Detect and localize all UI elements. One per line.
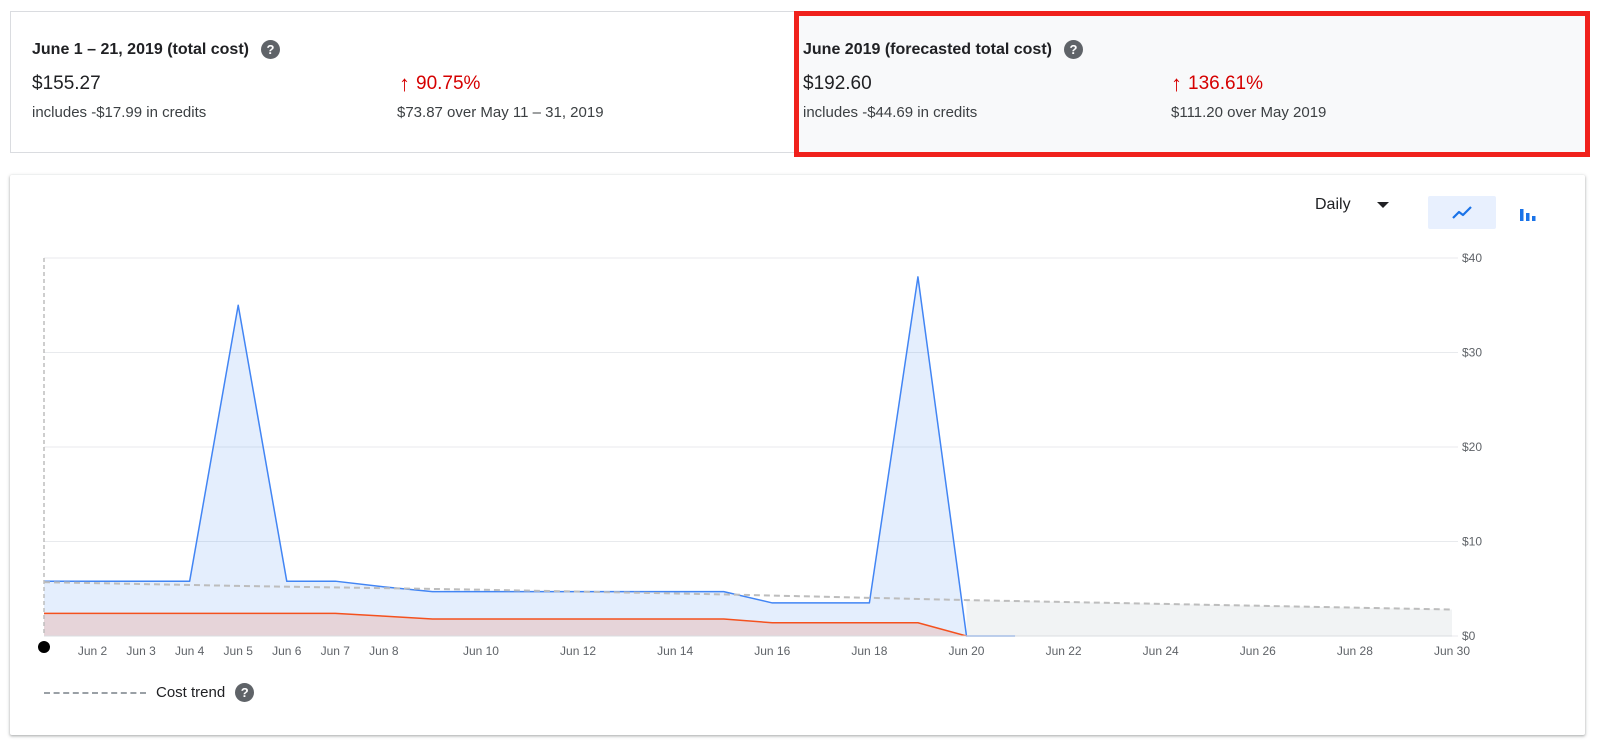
x-tick-label: Jun 8 — [369, 644, 399, 658]
chevron-down-icon — [1376, 202, 1389, 208]
actual-cost-title-text: June 1 – 21, 2019 (total cost) — [32, 40, 249, 58]
x-tick-label: Jun 3 — [126, 644, 156, 658]
forecast-cost-change-pct: 136.61% — [1188, 73, 1264, 94]
x-tick-label: Jun 24 — [1143, 644, 1179, 658]
actual-cost-change-detail: $73.87 over May 11 – 31, 2019 — [397, 104, 604, 121]
forecast-cost-credits: includes -$44.69 in credits — [803, 104, 978, 121]
forecast-cost-title-text: June 2019 (forecasted total cost) — [803, 40, 1052, 58]
x-tick-label: Jun 10 — [463, 644, 499, 658]
series-area — [44, 276, 1016, 636]
x-tick-label: Jun 5 — [224, 644, 254, 658]
y-tick-label: $40 — [1462, 251, 1482, 265]
x-tick-label: Jun 22 — [1046, 644, 1082, 658]
forecast-cost-amount: $192.60 — [803, 73, 872, 94]
line-chart-icon — [1452, 205, 1472, 219]
help-icon[interactable]: ? — [1063, 40, 1083, 59]
actual-cost-change: ↑ 90.75% — [399, 73, 480, 95]
series-area — [44, 613, 967, 636]
actual-cost-title: June 1 – 21, 2019 (total cost) ? — [32, 40, 280, 59]
cost-trend-label: Cost trend — [156, 684, 226, 701]
start-marker-dot — [38, 641, 50, 653]
arrow-up-icon: ↑ — [1171, 71, 1182, 96]
x-tick-label: Jun 20 — [948, 644, 984, 658]
y-tick-label: $30 — [1462, 346, 1482, 360]
line-chart-toggle[interactable] — [1428, 196, 1496, 229]
help-icon[interactable]: ? — [235, 683, 255, 702]
series-line — [44, 612, 967, 637]
forecast-cost-change-detail: $111.20 over May 2019 — [1171, 104, 1327, 121]
x-tick-label: Jun 6 — [272, 644, 302, 658]
cost-trend-swatch — [44, 691, 146, 694]
y-tick-label: $20 — [1462, 440, 1482, 454]
actual-cost-amount: $155.27 — [32, 73, 101, 94]
x-tick-label: Jun 18 — [851, 644, 887, 658]
cost-chart-card — [10, 175, 1585, 735]
granularity-value: Daily — [1315, 196, 1351, 213]
forecast-cost-change: ↑ 136.61% — [1171, 73, 1263, 95]
x-tick-label: Jun 4 — [175, 644, 205, 658]
forecast-area — [966, 600, 1452, 636]
forecast-cost-title: June 2019 (forecasted total cost) ? — [803, 40, 1083, 59]
x-tick-label: Jun 16 — [754, 644, 790, 658]
x-tick-label: Jun 2 — [78, 644, 108, 658]
x-tick-label: Jun 26 — [1240, 644, 1276, 658]
forecast-cost-card: June 2019 (forecasted total cost) ? $192… — [794, 11, 1590, 157]
x-tick-label: Jun 7 — [321, 644, 351, 658]
actual-cost-credits: includes -$17.99 in credits — [32, 104, 207, 121]
y-tick-label: $10 — [1462, 535, 1482, 549]
bar-chart-toggle[interactable] — [1508, 196, 1548, 229]
x-tick-label: Jun 28 — [1337, 644, 1373, 658]
granularity-dropdown[interactable]: Daily — [1315, 196, 1389, 214]
help-icon[interactable]: ? — [260, 40, 280, 59]
bar-chart-icon — [1520, 208, 1536, 221]
y-tick-label: $0 — [1462, 629, 1476, 643]
cost-trend-line — [43, 581, 1453, 611]
x-tick-label: Jun 30 — [1434, 644, 1470, 658]
actual-cost-change-pct: 90.75% — [416, 73, 481, 94]
actual-cost-card: June 1 – 21, 2019 (total cost) ? $155.27… — [10, 11, 800, 153]
chart-legend: Cost trend ? — [44, 683, 255, 702]
x-tick-label: Jun 12 — [560, 644, 596, 658]
x-tick-label: Jun 14 — [657, 644, 693, 658]
arrow-up-icon: ↑ — [399, 71, 410, 96]
